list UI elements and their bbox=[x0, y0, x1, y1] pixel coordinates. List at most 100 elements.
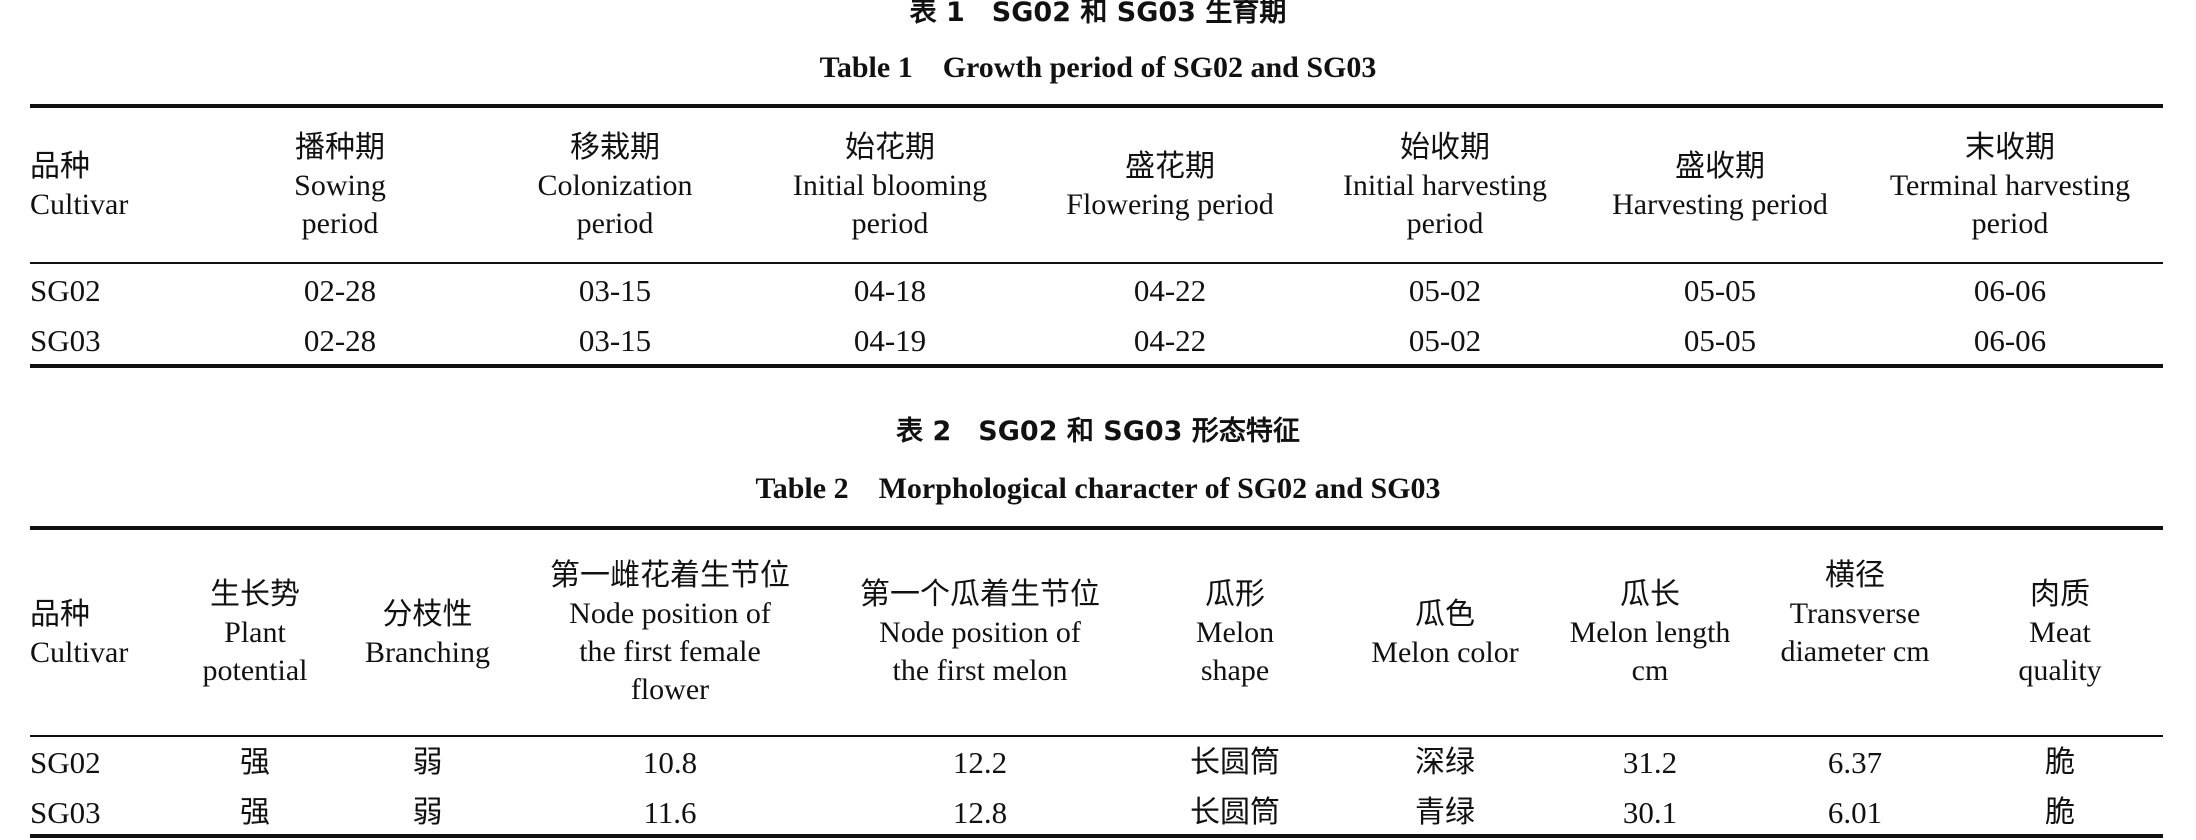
table2-cell: 深绿 bbox=[1415, 745, 1475, 780]
header-cn-label: 移栽期 bbox=[570, 130, 660, 165]
table2-cell: 12.2 bbox=[952, 745, 1008, 780]
header-en-label: Plant potential bbox=[202, 616, 308, 687]
header-cn-label: 第一雌花着生节位 bbox=[550, 558, 790, 593]
header-en-label: Melon shape bbox=[1195, 616, 1275, 687]
table1-cell: 05-02 bbox=[1408, 323, 1482, 358]
header-cn-label: 横径 bbox=[1825, 558, 1885, 593]
header-en-label: Flowering period bbox=[1066, 188, 1274, 221]
table2-cell: 弱 bbox=[412, 795, 443, 830]
table2-caption-en: Table 2 Morphological character of SG02 … bbox=[755, 472, 1441, 505]
table1-cell: 04-18 bbox=[853, 273, 927, 308]
table1-header-initial-harvesting: 始收期 Initial harvesting period bbox=[1315, 129, 1575, 243]
header-cn-label: 肉质 bbox=[2030, 577, 2090, 612]
header-en-label: Initial harvesting period bbox=[1342, 169, 1548, 240]
table2-cell: 6.01 bbox=[1827, 795, 1883, 830]
header-en-label: Branching bbox=[365, 636, 490, 669]
table1-cell: 06-06 bbox=[1973, 273, 2047, 308]
table1-cell: SG02 bbox=[30, 273, 101, 308]
table1-caption-cn: 表 1 SG02 和 SG03 生育期 bbox=[909, 0, 1287, 28]
table1-header-initial-blooming: 始花期 Initial blooming period bbox=[770, 129, 1010, 243]
table2-cell: 10.8 bbox=[642, 745, 698, 780]
table-row: SG02 02-28 03-15 04-18 04-22 05-02 05-05… bbox=[0, 272, 2196, 310]
table2-cell: 青绿 bbox=[1415, 795, 1475, 830]
table-row: SG02 强 弱 10.8 12.2 长圆筒 深绿 31.2 6.37 脆 bbox=[0, 744, 2196, 782]
table2-header-transverse-diameter: 横径 Transverse diameter cm bbox=[1770, 557, 1940, 671]
table1-header-harvesting: 盛收期 Harvesting period bbox=[1590, 148, 1850, 224]
table1-cell: 05-05 bbox=[1683, 323, 1757, 358]
table2-cell: 6.37 bbox=[1827, 745, 1883, 780]
table1-cell: SG03 bbox=[30, 323, 101, 358]
header-cn-label: 品种 bbox=[30, 149, 90, 184]
table2-cell: SG02 bbox=[30, 745, 101, 780]
header-cn-label: 盛花期 bbox=[1125, 149, 1215, 184]
table2-cell: 脆 bbox=[2045, 795, 2075, 830]
table2-cell: 强 bbox=[240, 795, 270, 830]
header-en-label: Melon length cm bbox=[1569, 616, 1731, 687]
table2-caption-cn: 表 2 SG02 和 SG03 形态特征 bbox=[896, 416, 1300, 447]
header-en-label: Node position of the first female flower bbox=[569, 597, 771, 706]
table1-top-rule bbox=[30, 104, 2163, 108]
table2-cell: 12.8 bbox=[952, 795, 1008, 830]
table1-cell: 02-28 bbox=[303, 273, 377, 308]
table2-header-cultivar: 品种 Cultivar bbox=[30, 596, 180, 672]
table2-header-melon-shape: 瓜形 Melon shape bbox=[1160, 576, 1310, 690]
header-cn-label: 品种 bbox=[30, 597, 90, 632]
header-cn-label: 第一个瓜着生节位 bbox=[860, 577, 1100, 612]
table1-caption-en: Table 1 Growth period of SG02 and SG03 bbox=[819, 51, 1377, 84]
table2-cell: 30.1 bbox=[1622, 795, 1678, 830]
table1-header-cultivar: 品种 Cultivar bbox=[30, 148, 180, 224]
header-cn-label: 瓜长 bbox=[1620, 577, 1680, 612]
table1-cell: 03-15 bbox=[578, 323, 652, 358]
header-en-label: Initial blooming period bbox=[792, 169, 988, 240]
table1-cell: 04-22 bbox=[1133, 273, 1207, 308]
table2-cell: SG03 bbox=[30, 795, 101, 830]
header-en-label: Cultivar bbox=[30, 188, 129, 221]
table1-cell: 03-15 bbox=[578, 273, 652, 308]
table2-header-first-melon: 第一个瓜着生节位 Node position of the first melo… bbox=[840, 576, 1120, 690]
header-cn-label: 瓜色 bbox=[1415, 597, 1475, 632]
table1-header-sowing: 播种期 Sowing period bbox=[240, 129, 440, 243]
header-en-label: Terminal harvesting period bbox=[1889, 169, 2131, 240]
table2-bottom-rule bbox=[30, 834, 2163, 838]
table1-cell: 04-19 bbox=[853, 323, 927, 358]
table1-cell: 04-22 bbox=[1133, 323, 1207, 358]
table2-header-meat-quality: 肉质 Meat quality bbox=[1960, 576, 2160, 690]
table2-cell: 长圆筒 bbox=[1190, 795, 1280, 830]
table1-header-rule bbox=[30, 262, 2163, 264]
table1-header-flowering: 盛花期 Flowering period bbox=[1040, 148, 1300, 224]
table2-cell: 31.2 bbox=[1622, 745, 1678, 780]
header-en-label: Melon color bbox=[1371, 636, 1519, 669]
table1-bottom-rule bbox=[30, 364, 2163, 368]
table2-header-melon-color: 瓜色 Melon color bbox=[1340, 596, 1550, 672]
table2-header-first-female-flower: 第一雌花着生节位 Node position of the first fema… bbox=[530, 557, 810, 709]
header-en-label: Cultivar bbox=[30, 636, 129, 669]
header-en-label: Meat quality bbox=[2018, 616, 2102, 687]
header-cn-label: 盛收期 bbox=[1675, 149, 1765, 184]
header-cn-label: 始花期 bbox=[845, 130, 935, 165]
header-cn-label: 分枝性 bbox=[382, 597, 473, 632]
header-cn-label: 瓜形 bbox=[1205, 577, 1265, 612]
table2-cell: 11.6 bbox=[643, 795, 697, 830]
header-cn-label: 末收期 bbox=[1965, 130, 2055, 165]
table1-cell: 06-06 bbox=[1973, 323, 2047, 358]
table2-cell: 弱 bbox=[412, 745, 443, 780]
header-en-label: Harvesting period bbox=[1612, 188, 1828, 221]
table1-header-colonization: 移栽期 Colonization period bbox=[510, 129, 720, 243]
header-en-label: Colonization period bbox=[537, 169, 693, 240]
table1-header-terminal-harvesting: 末收期 Terminal harvesting period bbox=[1870, 129, 2150, 243]
table2-header-branching: 分枝性 Branching bbox=[345, 596, 510, 672]
table2-header-melon-length: 瓜长 Melon length cm bbox=[1550, 576, 1750, 690]
table2-cell: 长圆筒 bbox=[1190, 745, 1280, 780]
table1-cell: 05-05 bbox=[1683, 273, 1757, 308]
table-row: SG03 02-28 03-15 04-19 04-22 05-02 05-05… bbox=[0, 322, 2196, 360]
header-cn-label: 播种期 bbox=[295, 130, 385, 165]
table-row: SG03 强 弱 11.6 12.8 长圆筒 青绿 30.1 6.01 脆 bbox=[0, 794, 2196, 832]
table2-header-rule bbox=[30, 735, 2163, 737]
header-en-label: Transverse diameter cm bbox=[1780, 597, 1930, 668]
table2-cell: 脆 bbox=[2045, 745, 2075, 780]
table2-header-plant-potential: 生长势 Plant potential bbox=[185, 576, 325, 690]
table1-cell: 05-02 bbox=[1408, 273, 1482, 308]
header-cn-label: 生长势 bbox=[210, 577, 300, 612]
table1-cell: 02-28 bbox=[303, 323, 377, 358]
table2-top-rule bbox=[30, 526, 2163, 530]
